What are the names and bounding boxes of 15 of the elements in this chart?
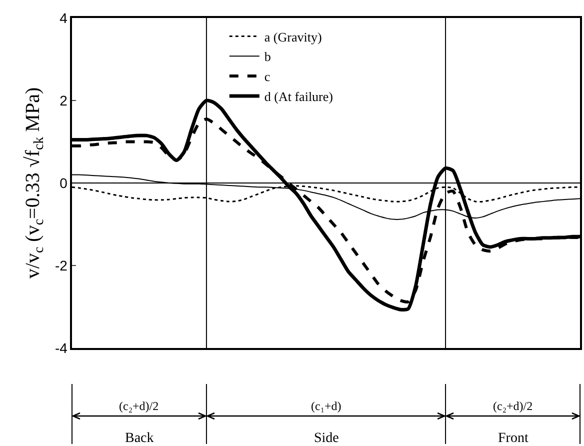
text: (c₂+d)/2 xyxy=(493,399,533,413)
text: Front xyxy=(498,431,528,446)
y-tick-label: 2 xyxy=(60,92,68,108)
legend-label: d (At failure) xyxy=(264,89,333,104)
y-tick-label: 4 xyxy=(60,10,68,26)
y-tick-label: -4 xyxy=(54,340,68,356)
legend-label: b xyxy=(264,49,271,64)
text: Side xyxy=(314,431,339,446)
legend-label: c xyxy=(264,69,270,84)
text: (c₂+d)/2 xyxy=(119,399,159,413)
text: (c₁+d) xyxy=(311,399,342,413)
legend-label: a (Gravity) xyxy=(264,29,322,44)
y-tick-label: 0 xyxy=(60,174,68,191)
y-tick-label: -2 xyxy=(54,257,68,274)
text: Back xyxy=(125,431,154,446)
